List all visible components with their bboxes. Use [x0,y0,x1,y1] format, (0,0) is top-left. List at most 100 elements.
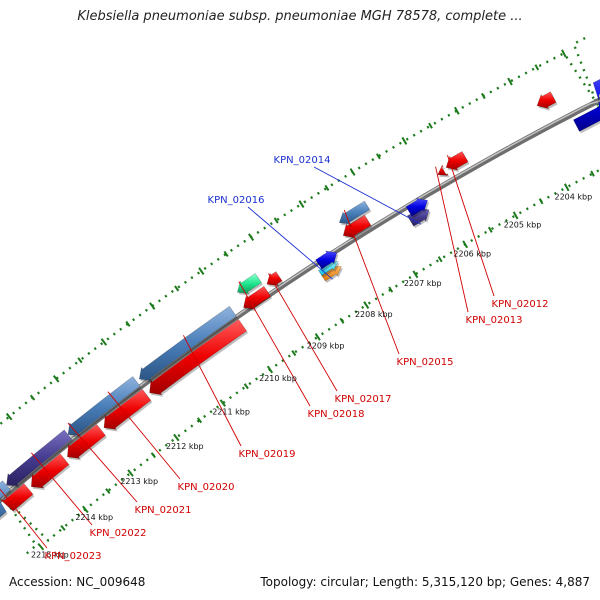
gene-arrow [0,480,11,518]
gene-label-kpn-02015[interactable]: KPN_02015 [397,357,454,368]
gene-label-kpn-02022[interactable]: KPN_02022 [90,528,147,539]
major-tick [173,433,180,442]
gene-label-kpn-02017[interactable]: KPN_02017 [335,394,392,405]
major-tick [100,338,108,346]
tick-label: 2213 kbp [120,477,158,486]
accession-text: Accession: NC_009648 [9,575,146,589]
leader-line [447,155,495,297]
gene-arrow [237,272,262,294]
minor-tick [125,320,131,327]
minor-tick [437,256,443,263]
leader-line [0,488,48,549]
tick-label: 2206 kbp [453,249,491,258]
major-tick [563,183,570,192]
gene-arrow [572,78,600,132]
major-tick [401,136,408,145]
major-tick [462,240,469,249]
gene-kpn-02021-arrow [67,424,106,459]
major-tick [507,77,513,86]
minor-tick [339,317,345,324]
map-title: Klebsiella pneumoniae subsp. pneumoniae … [77,9,523,24]
tick-track [0,37,600,555]
minor-tick [487,226,493,233]
outer-tick-ring [0,37,600,543]
major-tick [37,542,45,551]
gene-arrow [405,197,428,217]
minor-tick [223,250,229,258]
major-tick [561,49,567,58]
minor-tick [196,417,203,424]
minor-tick [428,122,433,129]
minor-tick [29,394,36,401]
minor-tick [388,286,394,293]
minor-tick [375,153,381,160]
major-tick [82,505,89,514]
major-tick [127,469,134,477]
gene-label-kpn-02018[interactable]: KPN_02018 [308,409,365,420]
major-tick [198,267,205,275]
minor-tick [538,198,544,205]
gene-kpn-02018-arrow [243,285,272,310]
gene-label-kpn-02019[interactable]: KPN_02019 [239,449,296,460]
major-tick [52,375,60,383]
gene-kpn-02019-arrow [149,319,248,396]
major-tick [266,365,274,374]
major-tick [298,200,305,208]
gene-label-kpn-02014[interactable]: KPN_02014 [274,155,331,166]
leader-line [435,166,469,313]
genome-summary-text: Topology: circular; Length: 5,315,120 bp… [260,575,590,589]
gene-arrow [315,250,338,270]
major-tick [219,399,226,407]
gene-kpn-02015-arrow [342,214,372,239]
minor-tick [243,383,249,390]
minor-tick [273,217,279,224]
gene-arrow [536,91,557,110]
gene-label-kpn-02023[interactable]: KPN_02023 [45,551,102,562]
leader-line [183,335,242,447]
minor-tick [291,350,297,357]
tick-label: 2210 kbp [259,374,297,383]
minor-tick [590,170,595,177]
minor-tick [150,452,156,459]
label-leaders [0,155,495,549]
gene-labels: KPN_02014 KPN_02016 KPN_02012 KPN_02013 KPN_… [45,155,549,562]
major-tick [412,270,419,279]
minor-tick [77,357,83,364]
tick-label: 2212 kbp [166,442,204,451]
minor-tick [174,285,180,292]
minor-tick [324,184,330,191]
major-tick [5,412,13,421]
tick-label: 2205 kbp [504,221,542,230]
gene-kpn-02023-arrow [0,483,34,512]
gene-label-kpn-02021[interactable]: KPN_02021 [135,505,192,516]
tick-label: 2214 kbp [75,513,113,522]
gene-kpn-02022-arrow [30,453,70,489]
tick-label: 2215 kbp [31,550,69,559]
gene-label-kpn-02016[interactable]: KPN_02016 [208,195,265,206]
gene-label-kpn-02013[interactable]: KPN_02013 [466,315,523,326]
feature-track [0,78,600,521]
gene-arrow [67,376,141,436]
major-tick [363,301,370,309]
backbone-line [0,96,600,504]
gene-arrow [338,200,371,225]
leader-line [343,209,400,355]
leader-line [268,273,338,392]
minor-tick [481,92,486,100]
gene-label-kpn-02012[interactable]: KPN_02012 [492,299,549,310]
major-tick [314,332,321,341]
leader-line [238,281,311,407]
leader-line [31,452,93,526]
tick-label: 2208 kbp [355,310,393,319]
leader-line [107,391,181,480]
leader-line [67,422,138,503]
tick-label: 2204 kbp [555,193,593,202]
minor-tick [534,64,540,71]
leader-line [247,206,333,280]
gene-label-kpn-02020[interactable]: KPN_02020 [178,482,235,493]
major-tick [512,211,519,220]
tick-label: 2209 kbp [307,341,345,350]
minor-tick [60,524,66,531]
